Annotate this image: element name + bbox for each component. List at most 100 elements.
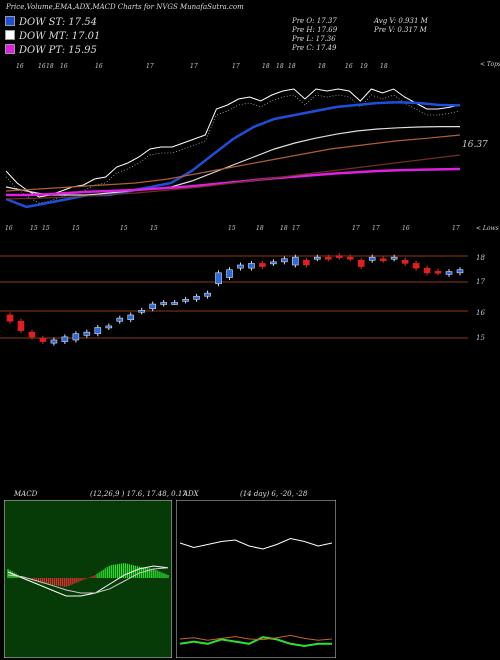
ema-top-date: 16 xyxy=(345,63,353,70)
ema-top-date: 17 xyxy=(190,63,198,70)
price-level-label: 17 xyxy=(476,278,485,286)
ema-low-date: 15 xyxy=(72,225,80,232)
ema-top-date: 18 xyxy=(288,63,296,70)
candle-body xyxy=(83,331,91,336)
adx-series xyxy=(179,537,333,648)
candle-body xyxy=(401,260,409,264)
macd-line-0 xyxy=(7,565,169,597)
price-level-label: 18 xyxy=(476,254,485,262)
legend-label-mt: DOW MT: 17.01 xyxy=(19,31,101,42)
candle-body xyxy=(324,256,332,260)
macd-series xyxy=(7,563,169,597)
ohlc-avg-volume: Avg V: 0.931 M xyxy=(374,17,428,25)
ema-low-date: 15 xyxy=(42,225,50,232)
ema-extra-line-0 xyxy=(5,134,461,192)
candle-body xyxy=(412,263,420,269)
candle-body xyxy=(6,314,14,322)
ema-top-date: 18 xyxy=(380,63,388,70)
ema-low-date: 17 xyxy=(372,225,380,232)
ema-top-date: 18 xyxy=(262,63,270,70)
candle-body xyxy=(434,270,442,274)
chart-title: Price,Volume,EMA,ADX,MACD Charts for NVG… xyxy=(6,3,244,11)
ema-low-date: 16 xyxy=(402,225,410,232)
candle-body xyxy=(314,256,321,260)
macd-chart xyxy=(4,500,172,658)
candle-body xyxy=(160,302,167,305)
macd-line-1 xyxy=(7,567,169,594)
ema-lows-label: < Lows xyxy=(476,225,499,232)
adx-line-2 xyxy=(179,634,333,641)
legend-label-pt: DOW PT: 15.95 xyxy=(19,45,97,56)
candle-body xyxy=(17,320,25,331)
ema-top-date: 17 xyxy=(146,63,154,70)
ema-line-0 xyxy=(5,100,461,209)
candle-body xyxy=(105,325,113,329)
ema-low-date: 16 xyxy=(5,225,13,232)
candle-body xyxy=(379,258,387,262)
macd-params: (12,26,9 ) 17.6, 17.48, 0.17 xyxy=(90,490,187,498)
candle-body xyxy=(259,263,266,267)
price-level-label: 16 xyxy=(476,309,485,317)
candle-body xyxy=(171,302,178,305)
ema-line-2 xyxy=(6,167,461,197)
candle-body xyxy=(270,261,277,265)
candle-body xyxy=(390,256,398,260)
candle-body xyxy=(204,292,211,297)
legend-dow-mt: DOW MT: 17.01 xyxy=(5,30,100,42)
ema-top-date: 16 xyxy=(60,63,68,70)
candle-body xyxy=(72,333,80,341)
legend-label-st: DOW ST: 17.54 xyxy=(19,17,98,28)
candle-body xyxy=(182,299,189,302)
adx-line-1 xyxy=(179,636,332,648)
candle-body xyxy=(127,314,135,320)
candle-body xyxy=(226,269,233,278)
ema-top-date: 16 xyxy=(38,63,46,70)
candle-body xyxy=(237,264,244,269)
candle-body xyxy=(303,260,310,266)
candle-body xyxy=(28,331,36,338)
candle-body xyxy=(94,327,102,335)
candle-body xyxy=(281,258,288,263)
price-level-label: 15 xyxy=(476,334,485,342)
adx-background xyxy=(176,500,336,658)
legend-dow-pt: DOW PT: 15.95 xyxy=(5,44,97,56)
ohlc-open: Pre O: 17.37 xyxy=(292,17,337,25)
ohlc-pre-volume: Pre V: 0.317 M xyxy=(374,26,427,34)
ohlc-close: Pre C: 17.49 xyxy=(292,44,337,52)
ema-top-date: 19 xyxy=(360,63,368,70)
candle-body xyxy=(116,317,124,322)
ema-last-value: 16.37 xyxy=(462,140,488,150)
ema-top-date: 16 xyxy=(16,63,24,70)
ema-low-date: 17 xyxy=(292,225,300,232)
ema-line-1 xyxy=(5,126,460,196)
candle-body xyxy=(335,255,343,258)
candle-body xyxy=(39,338,47,342)
ema-top-date: 18 xyxy=(318,63,326,70)
candle-body xyxy=(292,256,299,266)
ema-top-date: 18 xyxy=(276,63,284,70)
ema-tops-label: < Tops xyxy=(480,61,500,68)
adx-params: (14 day) 6, -20, -28 xyxy=(240,490,308,498)
ema-extra-line-1 xyxy=(5,154,461,200)
candle-body xyxy=(445,271,453,275)
ema-low-date: 15 xyxy=(30,225,38,232)
legend-dow-st: DOW ST: 17.54 xyxy=(5,16,97,28)
ema-low-date: 15 xyxy=(120,225,128,232)
ema-low-date: 17 xyxy=(352,225,360,232)
ema-top-date: 18 xyxy=(46,63,54,70)
legend-swatch-mt xyxy=(5,30,15,40)
ema-top-date: 16 xyxy=(95,63,103,70)
ema-price-line xyxy=(5,88,461,198)
candle-body xyxy=(61,336,69,342)
candle-body xyxy=(138,310,146,313)
legend-swatch-st xyxy=(5,16,15,26)
candle-body xyxy=(357,260,365,267)
macd-label: MACD xyxy=(14,490,38,498)
candle-body xyxy=(346,256,354,260)
ema-low-date: 18 xyxy=(256,225,264,232)
candle-body xyxy=(368,256,376,261)
price-panel: 18 17 16 15 xyxy=(0,253,485,346)
candle-body xyxy=(50,339,58,344)
